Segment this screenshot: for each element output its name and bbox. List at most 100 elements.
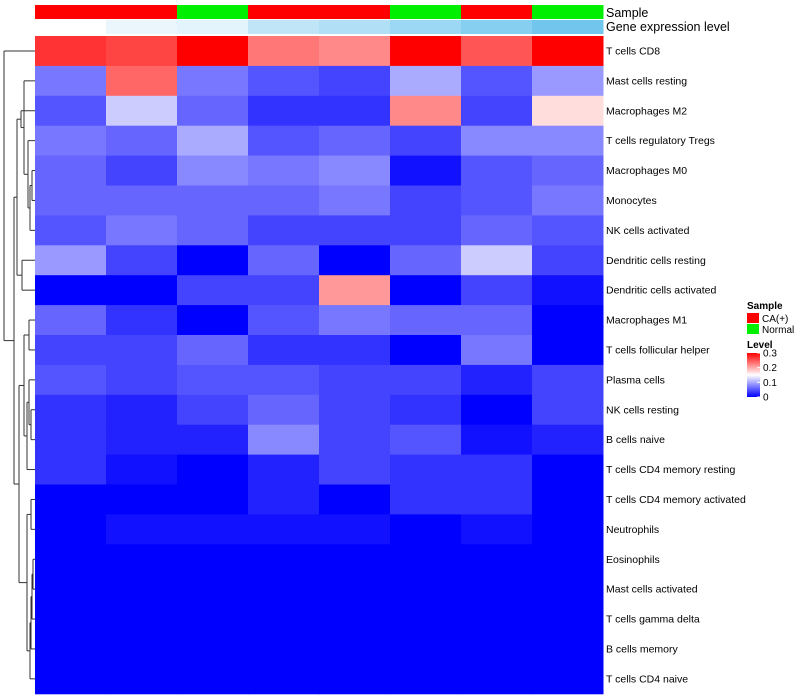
- heatmap-cell: [106, 275, 178, 306]
- heatmap-cell: [319, 65, 391, 97]
- heatmap-cell: [106, 634, 178, 665]
- heatmap-cell: [248, 663, 320, 695]
- heatmap-cell: [35, 394, 107, 426]
- heatmap-cell: [248, 125, 320, 157]
- gene-expression-annotation-cell: [248, 20, 320, 34]
- heatmap-cell: [177, 245, 249, 276]
- heatmap-cell: [177, 36, 249, 67]
- heatmap-cell: [532, 424, 604, 456]
- gene-expression-annotation-cell: [106, 20, 178, 34]
- heatmap-cell: [390, 634, 462, 665]
- heatmap-cell: [319, 364, 391, 396]
- heatmap-cell: [461, 484, 533, 515]
- heatmap-cell: [177, 484, 249, 515]
- heatmap-cell: [35, 335, 107, 366]
- legend-sample-label-ca: CA(+): [762, 314, 788, 325]
- heatmap-cell: [106, 484, 178, 515]
- heatmap-cell: [248, 335, 320, 366]
- heatmap-cell: [461, 155, 533, 186]
- row-label: B cells memory: [606, 643, 679, 655]
- sample-annotation-cell: [35, 5, 107, 19]
- heatmap-cell: [35, 305, 107, 336]
- row-label: Macrophages M0: [606, 165, 687, 177]
- heatmap-cell: [319, 275, 391, 306]
- heatmap-cell: [35, 364, 107, 396]
- sample-annotation-label: Sample: [606, 6, 648, 20]
- heatmap-cell: [532, 454, 604, 485]
- row-label: Macrophages M1: [606, 315, 687, 327]
- heatmap-cell: [319, 95, 391, 127]
- heatmap-cell: [177, 95, 249, 127]
- legend-level-tick-label: 0.3: [763, 349, 777, 360]
- legend-level-tick-label: 0.2: [763, 363, 777, 374]
- heatmap-cell: [319, 663, 391, 695]
- legend-sample-swatch-ca: [747, 313, 759, 323]
- heatmap-cell: [177, 335, 249, 366]
- heatmap-cell: [35, 36, 107, 67]
- heatmap-cell: [532, 95, 604, 127]
- heatmap-cell: [319, 544, 391, 575]
- heatmap-cell: [532, 574, 604, 605]
- gene-expression-annotation-cell: [390, 20, 462, 34]
- legend-level-colorbar: [747, 353, 760, 397]
- heatmap-cell: [177, 125, 249, 157]
- heatmap-cell: [461, 305, 533, 336]
- heatmap-cell: [319, 514, 391, 545]
- legend-sample-label-normal: Normal: [762, 325, 794, 336]
- heatmap-cell: [532, 185, 604, 216]
- heatmap-cell: [248, 634, 320, 665]
- row-label: Dendritic cells activated: [606, 285, 716, 297]
- heatmap-cell: [461, 125, 533, 157]
- heatmap-cell: [461, 394, 533, 426]
- heatmap-cell: [248, 215, 320, 246]
- heatmap-cell: [106, 155, 178, 186]
- heatmap-cell: [390, 125, 462, 157]
- heatmap-cell: [461, 364, 533, 396]
- row-dendrogram: [3, 50, 35, 680]
- heatmap-cell: [390, 65, 462, 97]
- heatmap-cell: [177, 514, 249, 545]
- heatmap-cell: [106, 185, 178, 216]
- heatmap-cell: [177, 364, 249, 396]
- row-labels: T cells CD8 Mast cells resting Macrophages…: [606, 45, 746, 685]
- row-label: B cells naive: [606, 434, 665, 446]
- heatmap-cell: [177, 275, 249, 306]
- heatmap-cell: [319, 604, 391, 635]
- heatmap-cell: [390, 514, 462, 545]
- heatmap-cell: [461, 514, 533, 545]
- heatmap-cell: [177, 394, 249, 426]
- heatmap-cell: [390, 275, 462, 306]
- heatmap-cell: [532, 65, 604, 97]
- heatmap-cell: [532, 394, 604, 426]
- heatmap-cell: [106, 424, 178, 456]
- heatmap-cell: [35, 95, 107, 127]
- legend-level-tick-label: 0.1: [763, 378, 777, 389]
- heatmap-cell: [106, 36, 178, 67]
- column-annotations: [35, 5, 604, 34]
- heatmap-cell: [461, 65, 533, 97]
- heatmap-cell: [390, 604, 462, 635]
- heatmap-cell: [390, 663, 462, 695]
- legend-level-tick-label: 0: [763, 393, 769, 404]
- heatmap-cell: [390, 185, 462, 216]
- gene-expression-annotation-cell: [319, 20, 391, 34]
- legend-sample-swatch-normal: [747, 324, 759, 334]
- heatmap-cell: [319, 245, 391, 276]
- heatmap-cell: [35, 484, 107, 515]
- gene-expression-annotation-cell: [461, 20, 533, 34]
- heatmap-cell: [461, 634, 533, 665]
- heatmap-cell: [390, 305, 462, 336]
- heatmap-cell: [106, 544, 178, 575]
- heatmap-cell: [35, 424, 107, 456]
- sample-annotation-cell: [532, 5, 604, 19]
- heatmap-cell: [177, 155, 249, 186]
- heatmap-cell: [319, 574, 391, 605]
- heatmap-cell: [532, 36, 604, 67]
- heatmap-cell: [532, 155, 604, 186]
- heatmap-cell: [461, 95, 533, 127]
- row-label: Monocytes: [606, 195, 657, 207]
- heatmap-cell: [106, 604, 178, 635]
- heatmap-cell: [248, 454, 320, 485]
- heatmap-cell: [177, 65, 249, 97]
